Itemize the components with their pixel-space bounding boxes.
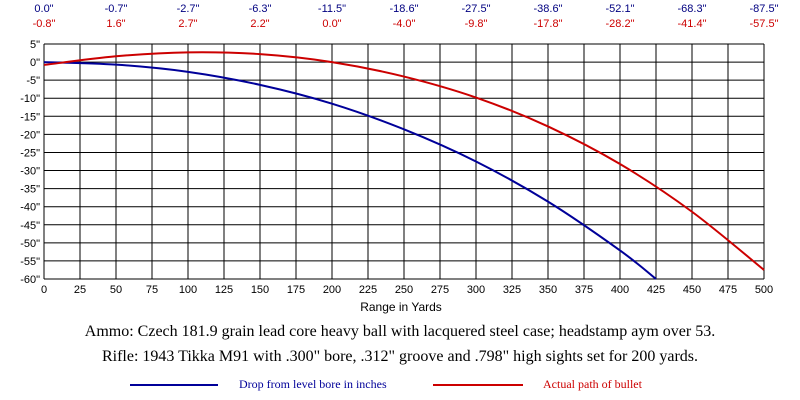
top-path-label: 2.2" bbox=[250, 18, 270, 30]
top-path-label: -0.8" bbox=[32, 18, 56, 30]
top-path-label: 2.7" bbox=[178, 18, 198, 30]
top-drop-label: -11.5" bbox=[317, 3, 347, 15]
ammo-caption: Ammo: Czech 181.9 grain lead core heavy … bbox=[84, 323, 716, 340]
x-tick-label: 100 bbox=[179, 284, 197, 296]
top-drop-label: -6.3" bbox=[248, 3, 272, 15]
x-tick-label: 450 bbox=[683, 284, 701, 296]
y-tick-label: -55" bbox=[20, 256, 40, 268]
x-tick-label: 300 bbox=[467, 284, 485, 296]
top-path-label: -57.5" bbox=[749, 18, 779, 30]
y-tick-label: -35" bbox=[20, 184, 40, 196]
x-tick-label: 375 bbox=[575, 284, 593, 296]
top-drop-label: -38.6" bbox=[533, 3, 563, 15]
top-drop-label: -87.5" bbox=[749, 3, 779, 15]
series-drop-line bbox=[43, 61, 657, 280]
chart-grid bbox=[43, 43, 765, 280]
x-axis-label: Range in Yards bbox=[360, 300, 442, 314]
x-tick-label: 500 bbox=[755, 284, 773, 296]
rifle-caption: Rifle: 1943 Tikka M91 with .300" bore, .… bbox=[101, 348, 698, 365]
x-tick-label: 325 bbox=[503, 284, 521, 296]
top-drop-label: -52.1" bbox=[605, 3, 635, 15]
x-tick-label: 50 bbox=[110, 284, 122, 296]
x-tick-label: 400 bbox=[611, 284, 629, 296]
y-tick-label: -50" bbox=[20, 238, 40, 250]
top-drop-label: 0.0" bbox=[34, 3, 54, 15]
top-path-label: -41.4" bbox=[677, 18, 707, 30]
top-drop-label: -68.3" bbox=[677, 3, 707, 15]
x-tick-label: 150 bbox=[251, 284, 269, 296]
chart-series bbox=[43, 51, 765, 280]
x-tick-label: 425 bbox=[647, 284, 665, 296]
top-path-label: -17.8" bbox=[533, 18, 563, 30]
top-path-label: -28.2" bbox=[605, 18, 635, 30]
y-tick-label: -45" bbox=[20, 220, 40, 232]
chart-tick-labels: 0 25 50 75 100 125 150 175 200 225 250 275 300 325 350… bbox=[20, 39, 773, 296]
legend-path-label: Actual path of bullet bbox=[543, 377, 642, 391]
top-path-label: -4.0" bbox=[392, 18, 416, 30]
y-tick-label: -10" bbox=[20, 93, 40, 105]
y-tick-label: -15" bbox=[20, 111, 40, 123]
y-tick-label: 5" bbox=[30, 39, 40, 51]
y-tick-label: 0" bbox=[30, 57, 40, 69]
legend-drop-label: Drop from level bore in inches bbox=[239, 377, 387, 391]
x-tick-label: 275 bbox=[431, 284, 449, 296]
top-drop-label: -18.6" bbox=[389, 3, 419, 15]
legend-path-swatch bbox=[433, 384, 523, 386]
y-tick-label: -40" bbox=[20, 202, 40, 214]
top-drop-label: -2.7" bbox=[176, 3, 200, 15]
top-drop-label: -27.5" bbox=[461, 3, 491, 15]
x-tick-label: 475 bbox=[719, 284, 737, 296]
x-tick-label: 250 bbox=[395, 284, 413, 296]
top-path-label: 0.0" bbox=[322, 18, 342, 30]
y-tick-label: -30" bbox=[20, 166, 40, 178]
series-path-line bbox=[43, 51, 765, 271]
x-tick-label: 175 bbox=[287, 284, 305, 296]
x-tick-label: 0 bbox=[41, 284, 47, 296]
x-tick-label: 350 bbox=[539, 284, 557, 296]
y-tick-label: -25" bbox=[20, 147, 40, 159]
top-path-label: 1.6" bbox=[106, 18, 126, 30]
x-tick-label: 225 bbox=[359, 284, 377, 296]
y-tick-label: -5" bbox=[26, 75, 40, 87]
y-tick-label: -60" bbox=[20, 274, 40, 286]
top-path-label: -9.8" bbox=[464, 18, 488, 30]
x-tick-label: 125 bbox=[215, 284, 233, 296]
x-tick-label: 200 bbox=[323, 284, 341, 296]
top-drop-label: -0.7" bbox=[104, 3, 128, 15]
x-tick-label: 75 bbox=[146, 284, 158, 296]
y-tick-label: -20" bbox=[20, 129, 40, 141]
legend-drop-swatch bbox=[130, 384, 218, 386]
x-tick-label: 25 bbox=[74, 284, 86, 296]
